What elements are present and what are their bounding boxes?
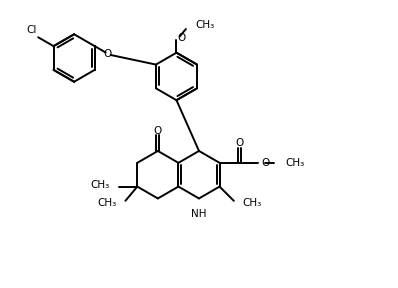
Text: O: O [154,126,162,136]
Text: O: O [103,49,112,59]
Text: CH₃: CH₃ [195,20,215,30]
Text: CH₃: CH₃ [90,180,110,190]
Text: CH₃: CH₃ [285,158,304,168]
Text: CH₃: CH₃ [97,198,117,208]
Text: NH: NH [191,209,207,219]
Text: O: O [261,158,269,168]
Text: Cl: Cl [26,25,37,35]
Text: O: O [177,33,185,43]
Text: O: O [236,138,244,148]
Text: CH₃: CH₃ [243,198,262,208]
